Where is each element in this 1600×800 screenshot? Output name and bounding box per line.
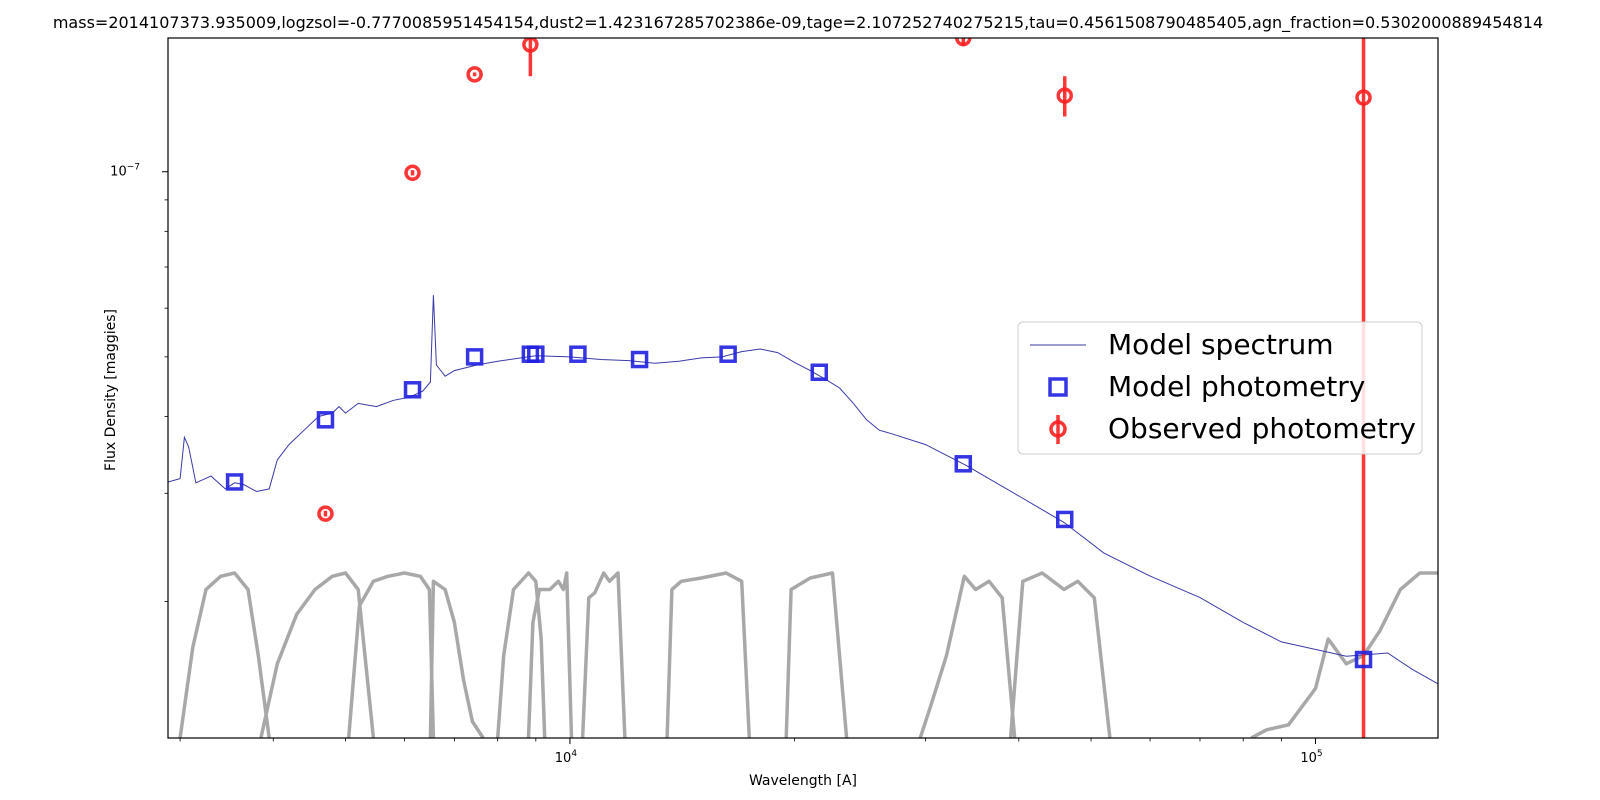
- filter-curves: [178, 571, 1438, 738]
- x-axis-label: Wavelength [A]: [749, 773, 857, 789]
- model-photometry-point-13: [1354, 650, 1373, 669]
- legend-label-model-photometry: Model photometry: [1108, 370, 1365, 403]
- x-tick-label-1: 104: [555, 749, 578, 766]
- model-photometry-layer: [225, 345, 1373, 669]
- filter-curve-6: [526, 571, 574, 738]
- y-axis-label: Flux Density [maggies]: [103, 309, 119, 471]
- legend: Model spectrum Model photometry Observed…: [1017, 321, 1423, 455]
- observed-point-2: [404, 164, 421, 182]
- x-tick-label-2: 105: [1300, 749, 1322, 766]
- model-spectrum-line: [168, 295, 1438, 685]
- y-axis-ticks: 10−7: [110, 163, 168, 602]
- observed-point-5: [955, 38, 972, 47]
- filter-curve-2: [259, 571, 376, 738]
- observed-point-1: [317, 505, 334, 522]
- observed-point-7: [1355, 89, 1372, 106]
- model-photometry-point-7: [569, 345, 587, 363]
- filter-curve-11: [1008, 571, 1112, 738]
- observed-point-3: [466, 66, 483, 83]
- model-photometry-point-6: [527, 345, 545, 363]
- filter-curve-7: [580, 571, 627, 738]
- model-photometry-point-8: [630, 350, 649, 369]
- filter-curve-12: [1250, 571, 1438, 738]
- legend-circle-marker: [1049, 420, 1067, 438]
- filter-curve-1: [178, 571, 271, 738]
- filter-curve-3: [346, 571, 436, 738]
- model-photometry-point-10: [810, 363, 829, 382]
- filter-curve-10: [918, 574, 1017, 738]
- legend-label-observed-photometry: Observed photometry: [1108, 412, 1416, 445]
- observed-point-6: [1056, 87, 1073, 104]
- plot-frame: [167, 37, 1439, 739]
- model-photometry-point-11: [954, 455, 973, 473]
- y-tick-label-1: 10−7: [110, 163, 140, 180]
- legend-square-marker: [1048, 377, 1068, 397]
- model-photometry-point-2: [316, 411, 335, 429]
- model-photometry-point-4: [465, 348, 484, 366]
- x-axis-ticks: 104 105: [179, 738, 1323, 766]
- model-photometry-point-1: [225, 473, 244, 491]
- chart-title: mass=2014107373.935009,logzsol=-0.777008…: [53, 13, 1543, 33]
- filter-curve-8: [665, 571, 752, 738]
- filter-curve-4: [428, 579, 485, 738]
- legend-box: [1017, 321, 1423, 455]
- filter-curve-5: [495, 571, 547, 738]
- model-photometry-point-12: [1055, 510, 1074, 529]
- model-photometry-point-3: [403, 381, 422, 399]
- model-spectrum-layer: [168, 295, 1438, 685]
- filter-curve-9: [784, 571, 849, 738]
- model-photometry-point-9: [719, 345, 737, 363]
- legend-label-model-spectrum: Model spectrum: [1108, 328, 1333, 361]
